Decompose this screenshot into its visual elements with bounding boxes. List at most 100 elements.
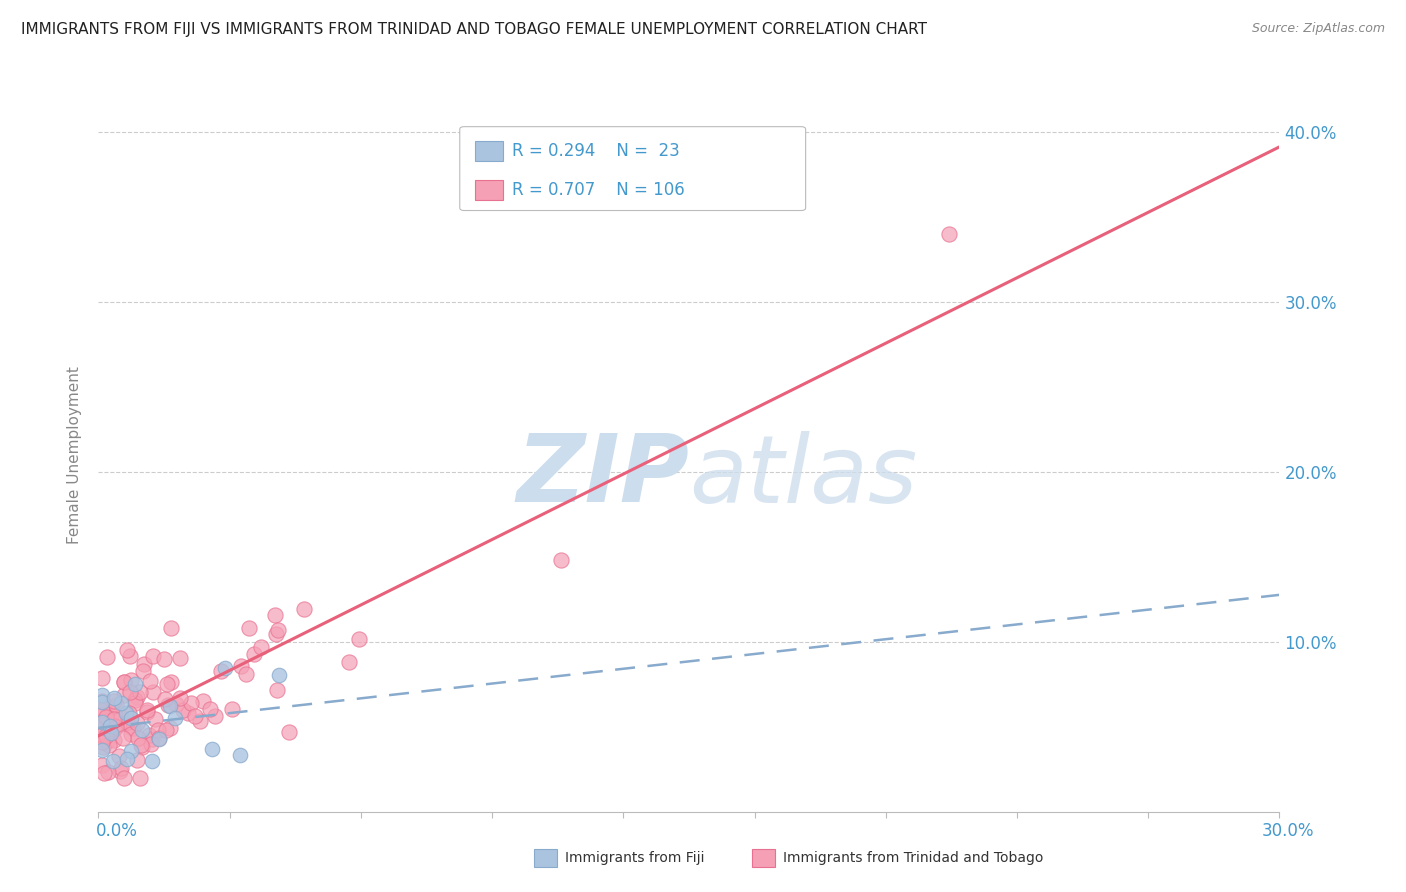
- Point: [122, 722, 145, 736]
- Point: [139, 674, 162, 689]
- Text: R = 0.707    N = 106: R = 0.707 N = 106: [512, 181, 685, 199]
- Point: [115, 643, 138, 657]
- Point: [214, 661, 236, 675]
- Point: [138, 728, 160, 742]
- Point: [127, 731, 149, 746]
- Text: IMMIGRANTS FROM FIJI VS IMMIGRANTS FROM TRINIDAD AND TOBAGO FEMALE UNEMPLOYMENT : IMMIGRANTS FROM FIJI VS IMMIGRANTS FROM …: [21, 22, 927, 37]
- Point: [180, 696, 202, 710]
- Point: [124, 693, 146, 707]
- Point: [112, 675, 135, 690]
- Point: [91, 757, 114, 772]
- Point: [115, 752, 138, 766]
- Point: [153, 652, 176, 666]
- Point: [121, 673, 143, 687]
- Point: [142, 685, 165, 699]
- Point: [221, 702, 243, 716]
- Point: [103, 694, 125, 708]
- Point: [100, 699, 122, 714]
- Point: [129, 738, 152, 752]
- Point: [91, 714, 114, 729]
- Point: [201, 742, 224, 756]
- Point: [91, 740, 114, 755]
- Point: [97, 738, 120, 752]
- Point: [148, 731, 170, 746]
- Text: Source: ZipAtlas.com: Source: ZipAtlas.com: [1251, 22, 1385, 36]
- Point: [238, 621, 260, 635]
- Point: [103, 691, 125, 706]
- Point: [165, 711, 187, 725]
- Point: [91, 694, 114, 708]
- Point: [91, 702, 114, 716]
- Point: [146, 723, 169, 738]
- Point: [347, 632, 370, 646]
- Point: [120, 711, 142, 725]
- Point: [91, 714, 114, 729]
- Point: [155, 723, 177, 738]
- Point: [120, 726, 142, 740]
- Point: [165, 697, 187, 711]
- Point: [124, 676, 146, 690]
- Point: [191, 694, 214, 708]
- Y-axis label: Female Unemployment: Female Unemployment: [67, 366, 83, 544]
- Point: [250, 640, 273, 655]
- Point: [159, 722, 181, 736]
- Point: [107, 749, 129, 764]
- Point: [120, 685, 142, 699]
- Point: [156, 676, 179, 690]
- Point: [142, 648, 165, 663]
- Point: [104, 719, 127, 733]
- Point: [131, 739, 153, 754]
- Point: [91, 728, 114, 742]
- Point: [141, 732, 163, 747]
- Point: [93, 765, 115, 780]
- Point: [96, 709, 118, 723]
- Point: [96, 650, 118, 665]
- Point: [118, 706, 141, 720]
- Point: [125, 715, 148, 730]
- Point: [91, 689, 114, 703]
- Point: [112, 771, 135, 785]
- Point: [127, 753, 149, 767]
- Point: [267, 623, 290, 637]
- Point: [93, 714, 115, 729]
- Point: [105, 720, 128, 734]
- Point: [132, 657, 155, 671]
- Point: [148, 731, 170, 745]
- Point: [292, 601, 315, 615]
- Point: [112, 688, 135, 702]
- Point: [141, 754, 163, 768]
- Point: [94, 729, 117, 743]
- Point: [101, 706, 124, 720]
- Point: [125, 690, 148, 704]
- Point: [136, 703, 159, 717]
- Point: [98, 722, 121, 736]
- Point: [153, 691, 176, 706]
- Point: [110, 761, 132, 775]
- Point: [124, 696, 146, 710]
- Point: [550, 553, 572, 567]
- Text: ZIP: ZIP: [516, 430, 689, 523]
- Text: R = 0.294    N =  23: R = 0.294 N = 23: [512, 142, 679, 160]
- Point: [264, 626, 287, 640]
- Point: [93, 726, 115, 740]
- Point: [177, 706, 200, 721]
- Point: [91, 671, 114, 685]
- Point: [114, 706, 136, 720]
- Point: [129, 771, 152, 785]
- Point: [159, 699, 181, 714]
- Point: [156, 698, 179, 713]
- Point: [211, 665, 233, 679]
- Point: [938, 227, 960, 241]
- Point: [132, 664, 155, 678]
- Point: [198, 702, 221, 716]
- Point: [91, 703, 114, 717]
- Point: [184, 708, 207, 723]
- Point: [266, 683, 288, 698]
- Text: 30.0%: 30.0%: [1263, 822, 1315, 840]
- Point: [188, 714, 211, 729]
- Point: [103, 712, 125, 726]
- Text: Immigrants from Trinidad and Tobago: Immigrants from Trinidad and Tobago: [783, 851, 1043, 865]
- Point: [169, 651, 191, 665]
- Text: atlas: atlas: [689, 431, 917, 522]
- Point: [264, 607, 287, 622]
